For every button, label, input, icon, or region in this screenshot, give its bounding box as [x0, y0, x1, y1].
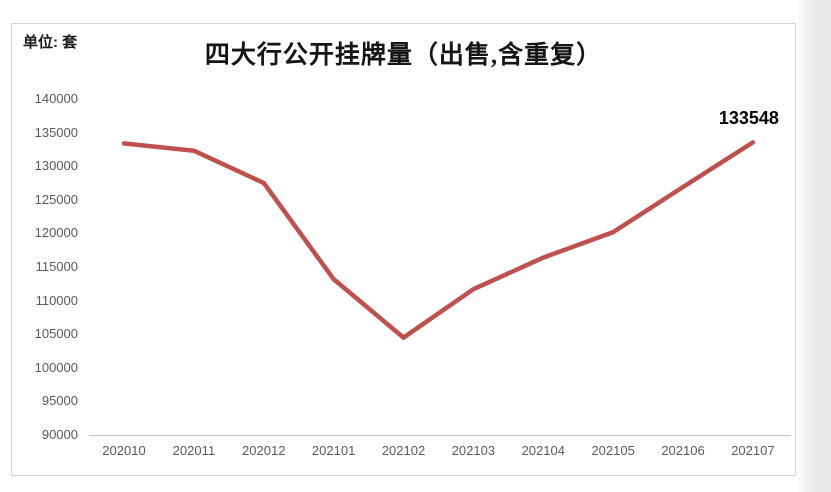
y-axis-tick-label: 100000 [34, 359, 78, 375]
x-axis-tick-label: 202107 [731, 443, 775, 458]
plot-area [121, 140, 756, 340]
y-axis-tick-label: 110000 [35, 292, 78, 308]
x-axis-tick-label: 202105 [591, 443, 635, 458]
chart-panel: 单位: 套 四大行公开挂牌量（出售,含重复） 133548 140000 1350… [11, 23, 796, 476]
end-value-label: 133548 [718, 108, 779, 129]
chart-title: 四大行公开挂牌量（出售,含重复） [204, 42, 603, 69]
x-axis-tick-label: 202101 [311, 443, 356, 458]
x-axis-tick-label: 202104 [521, 443, 565, 458]
x-axis-tick-label: 202011 [172, 443, 216, 458]
y-axis-tick-label: 130000 [34, 158, 78, 174]
x-axis-tick-label: 202010 [102, 443, 146, 458]
y-axis-tick-label: 95000 [41, 393, 78, 409]
x-axis-tick-label: 202106 [661, 443, 705, 458]
y-axis-tick-label: 135000 [34, 124, 78, 140]
x-axis-tick-label: 202012 [242, 443, 286, 458]
trend-line [121, 140, 756, 340]
y-axis-tick-label: 105000 [34, 326, 78, 342]
y-axis-tick-label: 120000 [34, 225, 78, 241]
y-axis-tick-label: 115000 [35, 259, 78, 274]
page-background-strip [798, 0, 831, 492]
x-axis-tick-label: 202102 [381, 443, 426, 458]
x-axis-line [89, 435, 791, 436]
y-axis-tick-label: 125000 [34, 191, 78, 207]
y-axis-tick-label: 90000 [41, 427, 78, 442]
y-axis-tick-label: 140000 [34, 91, 78, 106]
x-axis-tick-label: 202103 [451, 443, 496, 458]
unit-label: 单位: 套 [23, 34, 78, 51]
